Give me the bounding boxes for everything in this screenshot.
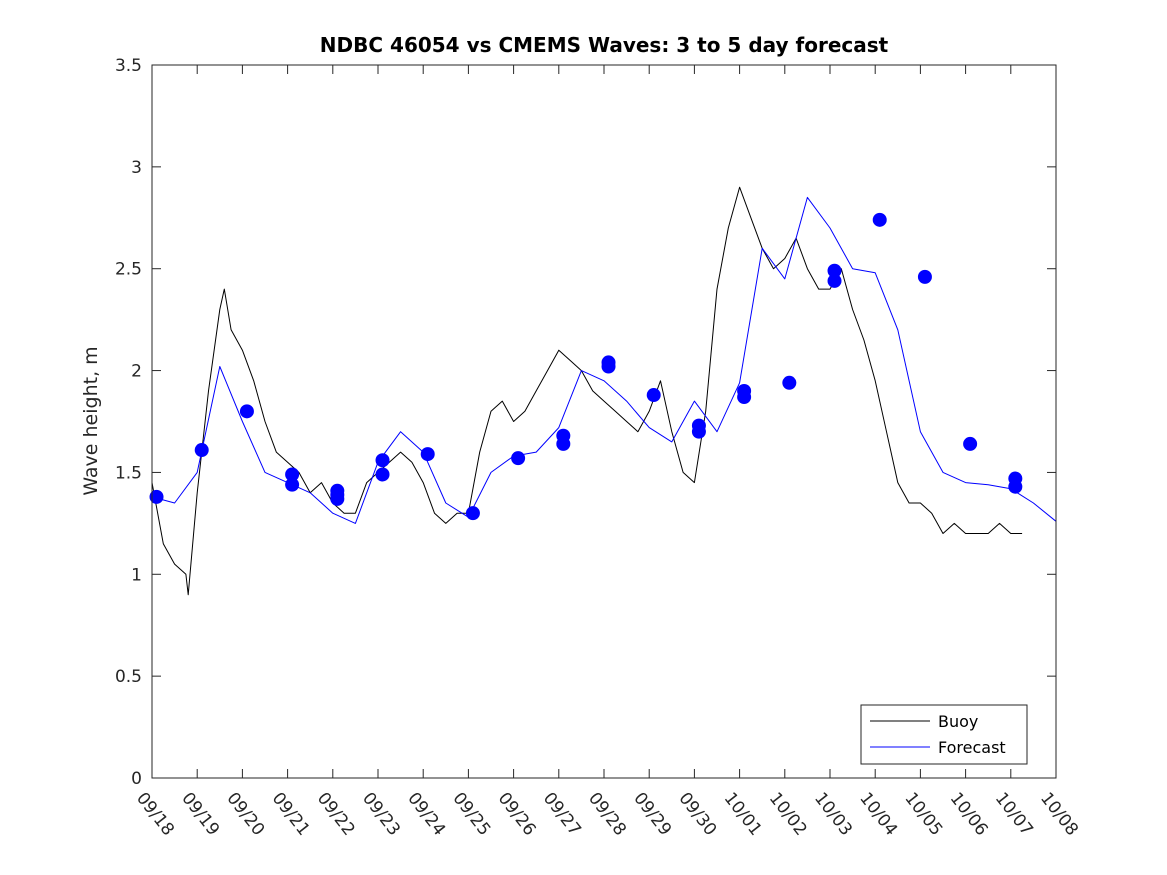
x-tick-label: 10/04	[855, 789, 901, 840]
series-line-forecast	[151, 196, 1057, 524]
y-tick-label: 1.5	[115, 463, 142, 483]
forecast-marker	[827, 263, 842, 278]
x-tick-labels: 09/18 09/19 09/20 09/21 09/22 09/23 09/24 09/25…	[132, 789, 1082, 840]
x-tick-label: 09/28	[584, 789, 630, 840]
forecast-marker	[872, 212, 887, 227]
legend-box	[860, 704, 1028, 765]
forecast-marker	[149, 489, 164, 504]
chart-title: NDBC 46054 vs CMEMS Waves: 3 to 5 day fo…	[320, 33, 889, 57]
series-layer	[149, 186, 1057, 596]
y-tick-label: 2.5	[115, 260, 142, 280]
y-tick-label: 1	[131, 565, 142, 585]
forecast-marker	[691, 424, 706, 439]
x-tick-label: 09/18	[132, 789, 178, 840]
legend-forecast-label: Forecast	[938, 738, 1006, 757]
x-tick-label: 10/07	[991, 789, 1037, 840]
forecast-marker	[782, 375, 797, 390]
forecast-marker	[285, 467, 300, 482]
x-tick-label: 10/05	[900, 789, 946, 840]
forecast-marker	[917, 269, 932, 284]
forecast-marker	[194, 443, 209, 458]
x-tick-label: 10/03	[810, 789, 856, 840]
plot-area	[152, 65, 1056, 778]
forecast-marker	[556, 436, 571, 451]
y-tick-label: 3	[131, 158, 142, 178]
y-tick-label: 2	[131, 362, 142, 382]
forecast-marker	[239, 404, 254, 419]
y-tick-label: 3.5	[115, 56, 142, 76]
x-tick-label: 10/06	[946, 789, 992, 840]
forecast-marker	[737, 390, 752, 405]
forecast-marker	[1008, 479, 1023, 494]
forecast-marker	[827, 273, 842, 288]
x-tick-label: 09/27	[539, 789, 585, 840]
x-tick-label: 09/30	[674, 789, 720, 840]
series-line-buoy	[151, 186, 1023, 596]
x-tick-label: 09/23	[358, 789, 404, 840]
forecast-marker	[330, 491, 345, 506]
x-tick-label: 09/21	[268, 789, 314, 840]
legend: Buoy Forecast	[860, 704, 1028, 765]
forecast-marker	[963, 436, 978, 451]
x-tick-label: 10/01	[720, 789, 766, 840]
axis-ticks	[151, 64, 1057, 779]
x-tick-label: 10/02	[765, 789, 811, 840]
forecast-marker	[511, 451, 526, 466]
y-tick-labels: 0 0.5 1 1.5 2 2.5 3 3.5	[115, 56, 142, 789]
forecast-marker	[375, 453, 390, 468]
x-tick-label: 09/29	[629, 789, 675, 840]
legend-buoy-label: Buoy	[938, 712, 978, 731]
y-tick-label: 0.5	[115, 667, 142, 687]
x-tick-label: 09/20	[222, 789, 268, 840]
x-tick-label: 09/19	[177, 789, 223, 840]
forecast-marker	[646, 388, 661, 403]
forecast-marker	[285, 477, 300, 492]
forecast-marker	[465, 506, 480, 521]
x-tick-label: 09/22	[313, 789, 359, 840]
y-tick-label: 0	[131, 769, 142, 789]
forecast-marker	[375, 467, 390, 482]
x-tick-label: 09/24	[403, 789, 449, 840]
x-tick-label: 10/08	[1036, 789, 1082, 840]
y-axis-label: Wave height, m	[80, 346, 102, 495]
forecast-marker	[420, 447, 435, 462]
axes-box	[151, 64, 1057, 779]
forecast-marker	[601, 359, 616, 374]
x-tick-label: 09/25	[448, 789, 494, 840]
x-tick-label: 09/26	[494, 789, 540, 840]
